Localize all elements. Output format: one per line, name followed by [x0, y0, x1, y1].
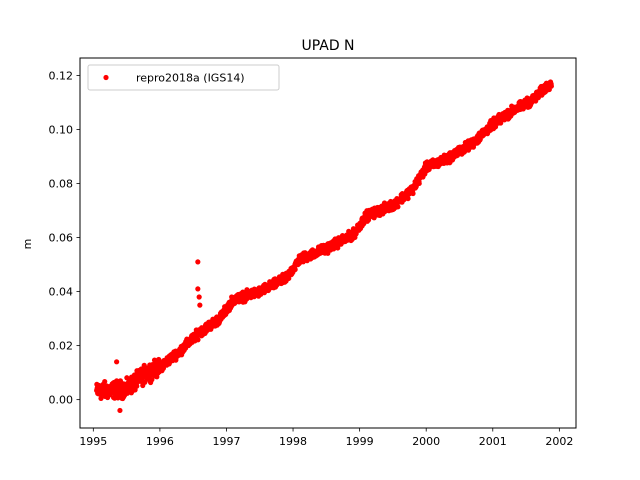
data-point: [292, 266, 298, 273]
legend-box: [87, 64, 280, 91]
outlier-point: [114, 359, 120, 365]
axis-ticks: 1995 1996 1997 1998 1999 2000 2001 2002 0.00 0.02…: [49, 70, 574, 448]
chart-title: UPAD N: [301, 38, 354, 54]
x-tick-label: 1995: [79, 435, 107, 448]
legend-entry-label: repro2018a (IGS14): [136, 72, 245, 85]
x-tick-label: 2001: [479, 435, 507, 448]
data-points: [94, 79, 554, 414]
data-point: [395, 204, 401, 210]
outlier-point: [197, 302, 203, 308]
data-point: [405, 195, 411, 202]
y-tick-label: 0.12: [49, 70, 74, 83]
data-point: [548, 83, 554, 89]
outlier-point: [195, 259, 201, 265]
outlier-point: [196, 294, 202, 300]
data-point: [195, 337, 201, 343]
y-tick-label: 0.02: [49, 340, 74, 353]
x-tick-label: 2000: [412, 435, 440, 448]
y-tick-label: 0.06: [49, 232, 74, 245]
y-tick-label: 0.08: [49, 178, 74, 191]
y-axis-label: m: [21, 239, 34, 250]
data-point: [134, 383, 140, 389]
y-tick-label: 0.10: [49, 124, 74, 137]
x-tick-label: 1996: [146, 435, 174, 448]
outlier-point: [195, 286, 201, 292]
x-tick-label: 1999: [346, 435, 374, 448]
data-point: [102, 378, 108, 385]
legend-marker: [103, 74, 109, 81]
outlier-point: [117, 407, 123, 414]
x-tick-label: 1997: [212, 435, 240, 448]
legend: repro2018a (IGS14): [87, 64, 280, 91]
data-point: [410, 190, 416, 197]
x-tick-label: 1998: [279, 435, 307, 448]
y-tick-label: 0.04: [49, 286, 74, 299]
plot-area-frame: [79, 57, 577, 429]
x-tick-label: 2002: [545, 435, 573, 448]
data-point: [416, 180, 422, 187]
data-point: [98, 395, 104, 402]
data-point: [149, 377, 155, 383]
y-tick-label: 0.00: [49, 394, 74, 407]
